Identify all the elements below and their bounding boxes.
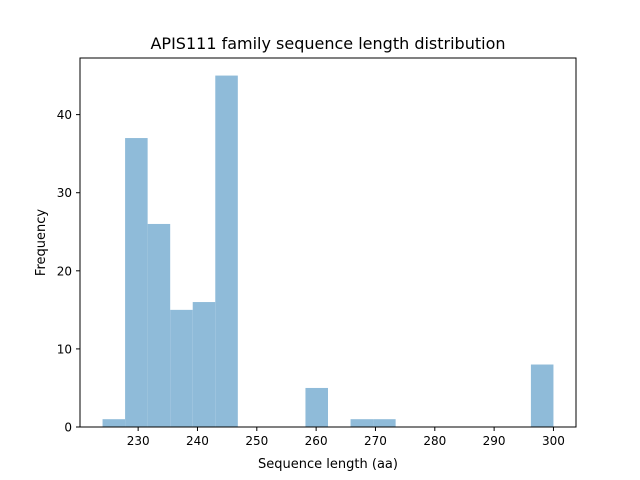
histogram-bar bbox=[170, 309, 193, 427]
x-tick-label: 240 bbox=[186, 434, 209, 448]
y-tick-label: 40 bbox=[57, 108, 72, 122]
x-tick-label: 260 bbox=[305, 434, 328, 448]
histogram-bar bbox=[102, 419, 126, 427]
histogram-bar bbox=[373, 419, 396, 427]
histogram-bar bbox=[125, 138, 148, 428]
histogram-bar bbox=[215, 75, 238, 428]
histogram-bar bbox=[530, 364, 554, 427]
x-tick-label: 290 bbox=[483, 434, 506, 448]
x-tick-label: 250 bbox=[245, 434, 268, 448]
histogram-bar bbox=[305, 387, 328, 427]
histogram-bar bbox=[147, 223, 171, 427]
y-axis-label: Frequency bbox=[34, 209, 49, 276]
y-tick-label: 10 bbox=[57, 342, 72, 356]
x-tick-label: 280 bbox=[423, 434, 446, 448]
x-tick-label: 300 bbox=[542, 434, 565, 448]
bars-group bbox=[102, 75, 554, 428]
y-axis-ticks: 0 10 20 30 40 bbox=[57, 108, 80, 435]
y-tick-label: 20 bbox=[57, 264, 72, 278]
y-tick-label: 30 bbox=[57, 186, 72, 200]
x-tick-label: 270 bbox=[364, 434, 387, 448]
x-axis-ticks: 230 240 250 260 270 280 290 300 bbox=[127, 427, 565, 448]
axes-frame bbox=[79, 57, 577, 428]
x-tick-label: 230 bbox=[127, 434, 150, 448]
y-tick-label: 0 bbox=[64, 421, 72, 435]
chart-title: APIS111 family sequence length distribut… bbox=[150, 34, 505, 53]
x-axis-label: Sequence length (aa) bbox=[258, 457, 398, 472]
histogram-bar bbox=[350, 419, 374, 427]
histogram-bar bbox=[192, 302, 216, 427]
